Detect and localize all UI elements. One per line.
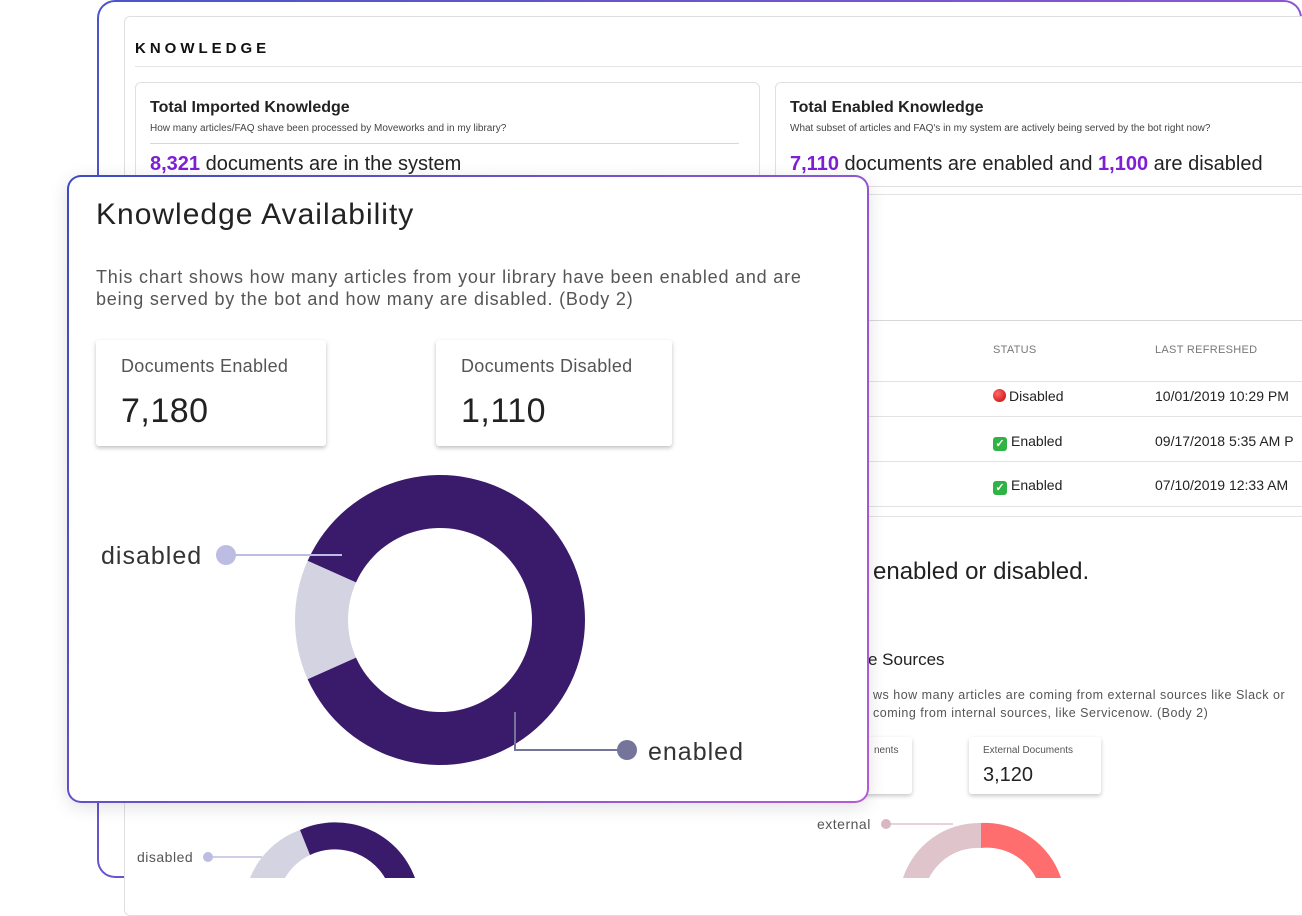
refreshed-cell: 10/01/2019 10:29 PM	[1155, 388, 1289, 404]
availability-description: This chart shows how many articles from …	[96, 267, 802, 309]
external-documents-card: External Documents 3,120	[969, 737, 1101, 794]
section-title: KNOWLEDGE	[135, 40, 271, 57]
status-text: Enabled	[1011, 433, 1063, 449]
disabled-slice	[295, 560, 357, 680]
card-heading: Total Enabled Knowledge	[790, 99, 984, 116]
divider	[135, 66, 1302, 67]
documents-disabled-kpi: Documents Disabled 1,110	[436, 340, 672, 446]
status-text: Enabled	[1011, 477, 1063, 493]
enabled-slice	[300, 822, 415, 878]
enabled-knowledge-card: Total Enabled Knowledge What subset of a…	[775, 82, 1302, 187]
row-divider	[868, 416, 1302, 417]
row-divider	[868, 381, 1302, 382]
disabled-slice	[250, 830, 310, 878]
check-icon: ✓	[993, 437, 1007, 451]
refreshed-cell: 07/10/2019 12:33 AM	[1155, 477, 1289, 493]
sources-description-line1: ws how many articles are coming from ext…	[873, 688, 1286, 702]
sources-description-line2: coming from internal sources, like Servi…	[873, 706, 1209, 720]
row-divider	[868, 461, 1302, 462]
external-slice	[903, 822, 981, 878]
column-header-last-refreshed[interactable]: LAST REFRESHED	[1155, 344, 1258, 356]
enabled-legend-dot	[617, 740, 637, 760]
internal-slice	[981, 822, 1061, 878]
row-divider	[868, 516, 1302, 517]
sources-title: e Sources	[868, 650, 945, 669]
small-availability-donut	[203, 822, 415, 878]
divider	[868, 320, 1302, 321]
status-text: Disabled	[1009, 388, 1064, 404]
external-legend-dot	[881, 819, 891, 829]
internal-label: nents	[874, 745, 899, 756]
external-sources-donut	[881, 819, 1061, 878]
external-value: 3,120	[983, 764, 1034, 786]
kpi-value: 1,110	[461, 392, 547, 430]
external-legend-label: external	[817, 816, 871, 832]
disabled-count: 1,100	[1098, 153, 1149, 175]
enabled-leader-line	[514, 712, 627, 751]
disabled-legend-dot	[216, 545, 236, 565]
red-circle-icon	[993, 389, 1006, 402]
imported-count-text: 8,321 documents are in the system	[150, 153, 461, 176]
divider	[868, 194, 1302, 195]
status-cell: Disabled	[993, 388, 1063, 404]
card-heading: Total Imported Knowledge	[150, 99, 350, 116]
enabled-count: 7,110	[790, 153, 839, 175]
enabled-label: enabled	[648, 738, 744, 766]
imported-suffix: documents are in the system	[200, 153, 462, 175]
check-icon: ✓	[993, 481, 1007, 495]
imported-knowledge-card: Total Imported Knowledge How many articl…	[135, 82, 760, 187]
enabled-end-text: are disabled	[1148, 153, 1263, 175]
status-cell: ✓ Enabled	[993, 477, 1062, 495]
kpi-label: Documents Disabled	[461, 356, 633, 376]
card-subheading: What subset of articles and FAQ's in my …	[790, 123, 1211, 134]
row-divider	[868, 506, 1302, 507]
enabled-slice	[307, 475, 585, 765]
enabled-count-text: 7,110 documents are enabled and 1,100 ar…	[790, 153, 1263, 176]
disabled-label: disabled	[101, 542, 202, 570]
kpi-label: Documents Enabled	[121, 356, 289, 376]
external-label: External Documents	[983, 745, 1074, 756]
body-text-fragment: enabled or disabled.	[873, 558, 1090, 585]
refreshed-cell: 09/17/2018 5:35 AM P	[1155, 433, 1294, 449]
status-cell: ✓ Enabled	[993, 433, 1062, 451]
documents-enabled-kpi: Documents Enabled 7,180	[96, 340, 326, 446]
divider	[150, 143, 739, 144]
enabled-mid-text: documents are enabled and	[838, 153, 1099, 175]
disabled-legend-label: disabled	[137, 849, 194, 865]
column-header-status[interactable]: STATUS	[993, 344, 1037, 356]
card-subheading: How many articles/FAQ shave been process…	[150, 123, 507, 134]
availability-title: Knowledge Availability	[96, 198, 415, 231]
imported-count: 8,321	[150, 153, 201, 175]
kpi-value: 7,180	[121, 392, 209, 430]
availability-donut-chart: disabled enabled	[101, 475, 744, 766]
